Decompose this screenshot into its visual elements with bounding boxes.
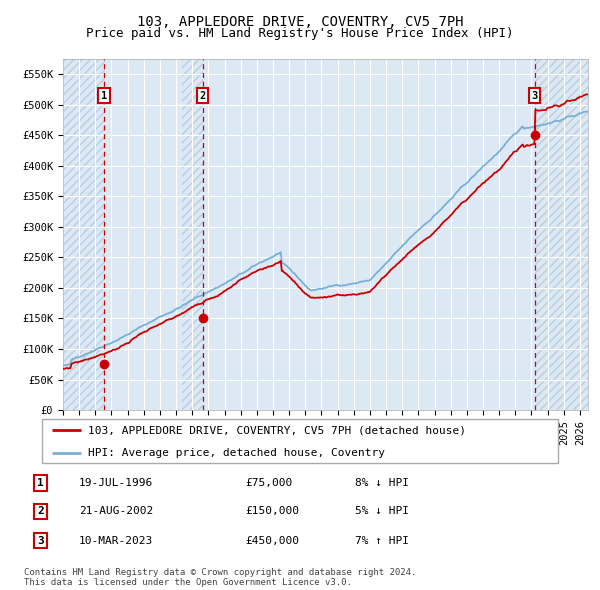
FancyBboxPatch shape — [42, 419, 558, 463]
Text: £150,000: £150,000 — [245, 506, 299, 516]
Bar — [182, 59, 203, 410]
Text: 2: 2 — [199, 91, 206, 101]
Text: 7% ↑ HPI: 7% ↑ HPI — [355, 536, 409, 546]
Text: 3: 3 — [532, 91, 538, 101]
Bar — [63, 59, 105, 410]
Text: 1: 1 — [101, 91, 107, 101]
Bar — [63, 59, 105, 410]
Text: 5% ↓ HPI: 5% ↓ HPI — [355, 506, 409, 516]
Text: £450,000: £450,000 — [245, 536, 299, 546]
Text: £75,000: £75,000 — [245, 478, 292, 488]
Text: HPI: Average price, detached house, Coventry: HPI: Average price, detached house, Cove… — [88, 448, 385, 458]
Text: 10-MAR-2023: 10-MAR-2023 — [79, 536, 154, 546]
Bar — [535, 59, 588, 410]
Text: Price paid vs. HM Land Registry's House Price Index (HPI): Price paid vs. HM Land Registry's House … — [86, 27, 514, 40]
Text: 19-JUL-1996: 19-JUL-1996 — [79, 478, 154, 488]
Text: 21-AUG-2002: 21-AUG-2002 — [79, 506, 154, 516]
Text: 103, APPLEDORE DRIVE, COVENTRY, CV5 7PH: 103, APPLEDORE DRIVE, COVENTRY, CV5 7PH — [137, 15, 463, 30]
Text: 3: 3 — [37, 536, 44, 546]
Text: Contains HM Land Registry data © Crown copyright and database right 2024.
This d: Contains HM Land Registry data © Crown c… — [24, 568, 416, 587]
Text: 1: 1 — [37, 478, 44, 488]
Text: 8% ↓ HPI: 8% ↓ HPI — [355, 478, 409, 488]
Text: 2: 2 — [37, 506, 44, 516]
Text: 103, APPLEDORE DRIVE, COVENTRY, CV5 7PH (detached house): 103, APPLEDORE DRIVE, COVENTRY, CV5 7PH … — [88, 425, 466, 435]
